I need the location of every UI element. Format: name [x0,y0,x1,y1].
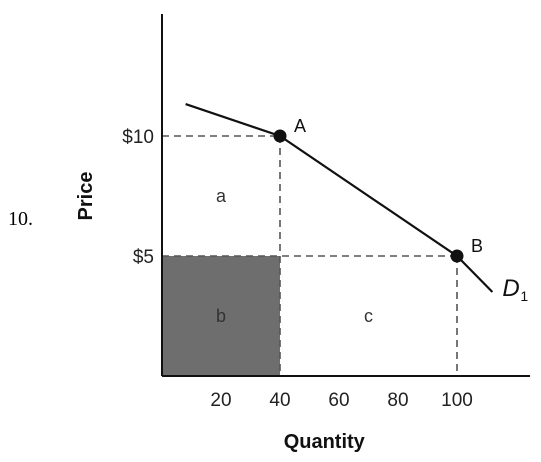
x-tick-label-40: 40 [269,390,290,411]
point-label-A: A [294,116,306,136]
series-layer [185,103,494,293]
curve-subscript-D: 1 [520,288,528,304]
y-tick-label-5: $5 [133,247,154,268]
y-axis-title: Price [75,172,97,221]
axes-layer [161,14,530,377]
x-tick-label-60: 60 [328,390,349,411]
x-tick-label-100: 100 [441,390,473,411]
guides-layer [162,135,458,376]
x-tick-label-20: 20 [210,390,231,411]
x-axis-title: Quantity [284,431,366,453]
region-label-b: b [216,306,226,326]
x-tick-label-80: 80 [387,390,408,411]
demand-curve-D [185,103,494,293]
region-label-c: c [364,306,373,326]
region-label-a: a [216,186,227,206]
labels-layer: a b c 20 40 60 80 100 $5 $10 Quantity Price D 1 A B [75,116,528,453]
region-b-fill [162,256,280,376]
point-B [450,249,464,263]
curve-label-D: D [502,275,519,302]
point-A [273,129,287,143]
point-label-B: B [471,236,483,256]
points-layer [273,129,464,263]
y-tick-label-10: $10 [122,127,154,148]
regions-layer [162,256,280,376]
problem-number: 10. [8,208,33,230]
